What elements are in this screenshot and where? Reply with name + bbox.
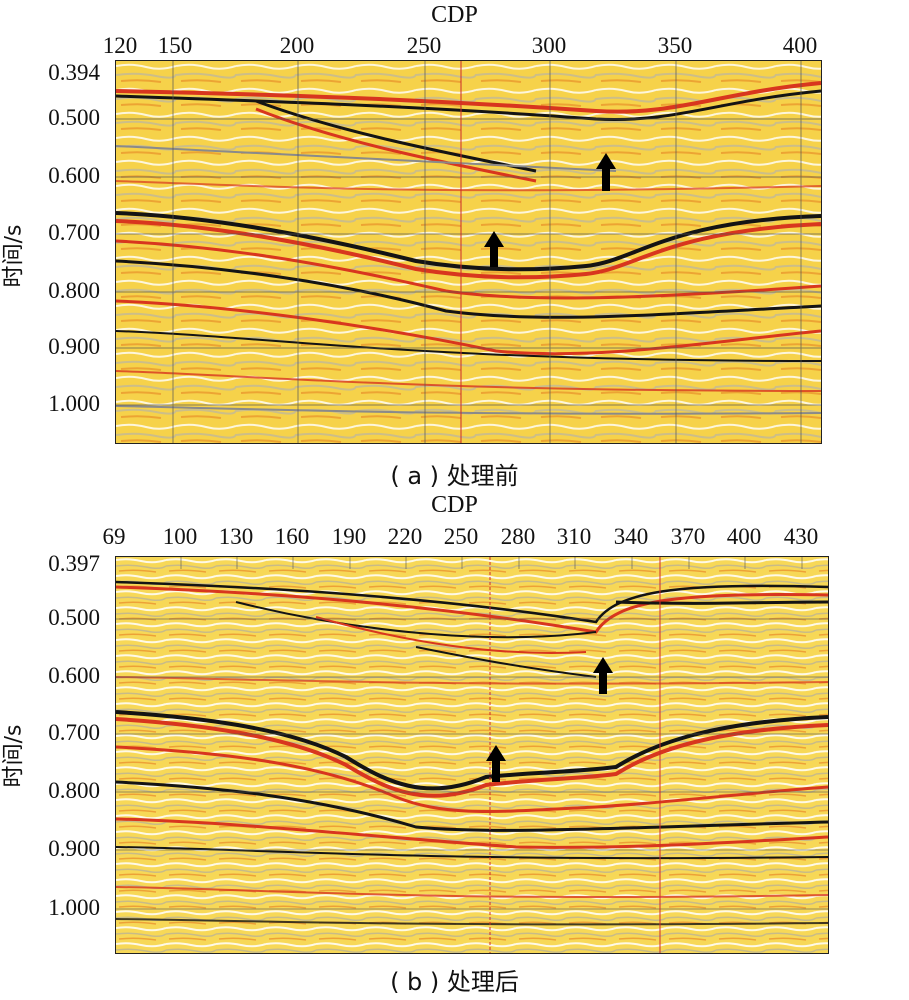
x-tick: 160 [274,524,310,549]
arrow-icon [596,153,616,191]
y-tick: 0.394 [48,60,100,85]
y-tick: 0.600 [48,163,100,188]
y-tick: 0.397 [48,551,100,576]
y-tick: 0.600 [48,663,100,688]
x-tick: 430 [783,524,819,549]
x-tick: 310 [556,524,592,549]
y-axis-title: 时间/s [1,724,27,788]
x-tick: 150 [157,33,193,58]
x-tick: 200 [279,33,315,58]
x-tick: 280 [500,524,536,549]
y-tick: 0.500 [48,105,100,130]
x-tick: 370 [670,524,706,549]
y-tick: 0.900 [48,334,100,359]
y-tick: 0.700 [48,220,100,245]
y-tick: 1.000 [48,895,100,920]
x-axis-title: CDP [431,492,478,518]
x-tick: 220 [387,524,423,549]
y-tick: 0.500 [48,605,100,630]
y-tick: 0.700 [48,720,100,745]
seismic-section-after [115,556,829,954]
caption-before: ( a ) 处理前 [390,462,519,490]
x-tick: 340 [613,524,649,549]
x-tick: 130 [218,524,254,549]
seismic-section-before [115,60,822,444]
x-tick: 400 [782,33,818,58]
x-tick: 300 [531,33,567,58]
x-tick: 350 [657,33,693,58]
y-axis-title: 时间/s [1,224,27,288]
x-tick: 190 [331,524,367,549]
y-tick: 1.000 [48,391,100,416]
arrow-icon [593,657,613,694]
arrow-icon [486,745,506,782]
x-tick: 120 [102,33,138,58]
panel-before: CDP 120 150 200 250 300 350 400 0.394 0.… [1,2,822,490]
y-tick: 0.900 [48,836,100,861]
x-tick: 100 [162,524,198,549]
caption-after: ( b ) 处理后 [390,968,519,996]
arrow-icon [484,231,504,267]
seismic-image [116,557,828,953]
x-axis-title: CDP [431,2,478,28]
x-tick: 400 [726,524,762,549]
y-tick: 0.800 [48,278,100,303]
panel-after: CDP 69 100 130 160 190 220 250 280 310 3… [0,492,909,1000]
y-tick: 0.800 [48,778,100,803]
x-tick: 250 [443,524,479,549]
x-tick: 69 [102,524,126,549]
x-tick: 250 [406,33,442,58]
seismic-image [116,61,821,443]
